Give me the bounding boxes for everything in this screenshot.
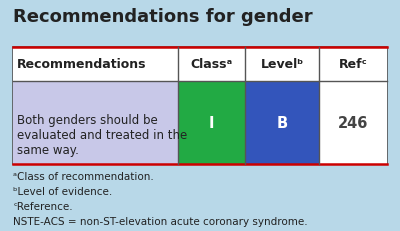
Text: Both genders should be
evaluated and treated in the
same way.: Both genders should be evaluated and tre… — [17, 114, 188, 157]
FancyBboxPatch shape — [13, 81, 178, 164]
Text: ᵇLevel of evidence.: ᵇLevel of evidence. — [13, 186, 112, 196]
Text: ᵃClass of recommendation.: ᵃClass of recommendation. — [13, 171, 154, 181]
Text: Classᵃ: Classᵃ — [190, 58, 232, 71]
Text: Recommendations: Recommendations — [17, 58, 147, 71]
FancyBboxPatch shape — [13, 48, 387, 81]
FancyBboxPatch shape — [178, 81, 245, 164]
FancyBboxPatch shape — [245, 81, 320, 164]
Text: I: I — [208, 116, 214, 130]
Text: B: B — [276, 116, 288, 130]
Text: Refᶜ: Refᶜ — [339, 58, 368, 71]
Text: Recommendations for gender: Recommendations for gender — [13, 8, 313, 26]
Text: ᶜReference.: ᶜReference. — [13, 201, 73, 211]
Text: NSTE-ACS = non-ST-elevation acute coronary syndrome.: NSTE-ACS = non-ST-elevation acute corona… — [13, 216, 308, 226]
Text: Levelᵇ: Levelᵇ — [260, 58, 304, 71]
Text: 246: 246 — [338, 116, 368, 130]
FancyBboxPatch shape — [320, 81, 387, 164]
